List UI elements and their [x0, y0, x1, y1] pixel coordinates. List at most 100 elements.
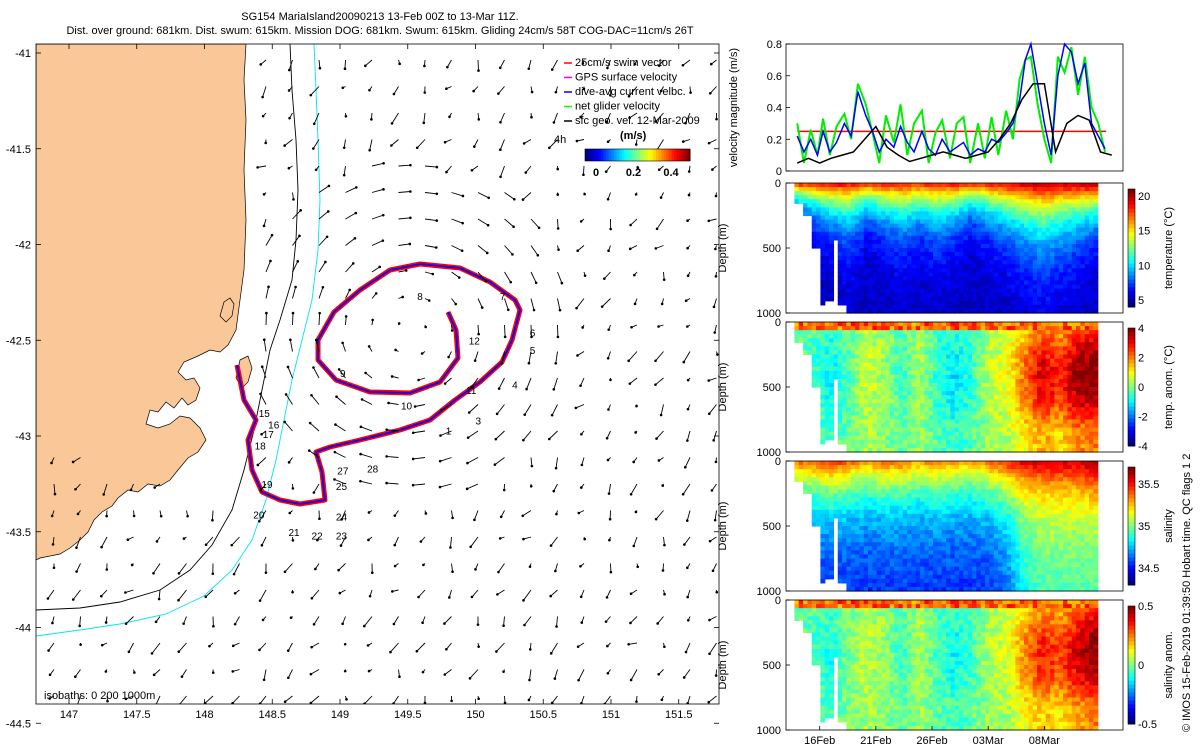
section-cell: [868, 354, 874, 360]
section-cell: [998, 211, 1004, 217]
velocity-arrow-head: [580, 432, 583, 436]
velocity-arrow-head: [530, 464, 534, 468]
velocity-arrow-shaft: [311, 642, 320, 648]
section-cell: [1076, 292, 1081, 298]
section-cell: [837, 280, 843, 286]
velocity-arrow-shaft: [530, 245, 539, 256]
section-cell: [842, 370, 848, 376]
velocity-arrow-head: [470, 595, 474, 599]
section-cell: [941, 195, 947, 200]
section-cell: [911, 280, 917, 286]
section-cell: [902, 248, 908, 253]
section-cell: [933, 399, 939, 404]
velocity-arrow-head: [230, 543, 234, 547]
section-cell: [924, 272, 930, 278]
section-cell: [1084, 183, 1090, 188]
section-cell: [980, 223, 986, 229]
section-cell: [915, 235, 921, 241]
section-cell: [889, 219, 895, 225]
section-cell: [902, 391, 908, 396]
waypoint-label: 10: [401, 401, 413, 412]
section-cell: [985, 243, 991, 249]
velocity-arrow-head: [259, 488, 263, 492]
section-cell: [937, 292, 943, 298]
section-cell: [1015, 235, 1021, 241]
velocity-arrow: [470, 589, 479, 599]
section-cell: [976, 272, 982, 278]
velocity-arrow: [289, 338, 293, 352]
section-cell: [794, 187, 800, 192]
section-cell: [963, 362, 969, 368]
colorbar-unit: (m/s): [620, 130, 647, 142]
section-cell: [924, 366, 930, 372]
velocity-arrow: [472, 86, 479, 93]
section-cell: [972, 199, 978, 204]
section-cell: [885, 215, 891, 221]
section-cell: [941, 395, 947, 400]
waypoint-label: 4: [512, 380, 518, 391]
velocity-arrow: [258, 589, 267, 602]
section-cell: [855, 296, 861, 302]
section-cell: [889, 447, 895, 453]
section-y-tick-label: 1000: [757, 308, 781, 320]
velocity-arrow: [548, 139, 558, 150]
section-cell: [1045, 304, 1051, 310]
section-cell: [1002, 195, 1008, 200]
velocity-arrow-shaft: [343, 165, 346, 176]
section-cell: [824, 407, 830, 412]
section-cell: [1084, 243, 1090, 249]
velocity-arrow: [529, 483, 533, 488]
section-cell: [820, 191, 826, 196]
section-cell: [989, 304, 995, 310]
geostrophic-velocity-field: [46, 59, 719, 704]
section-cell: [1093, 288, 1099, 294]
section-cell: [924, 288, 930, 294]
section-cell: [1041, 268, 1047, 273]
velocity-arrow-head: [534, 281, 538, 285]
section-cell: [972, 292, 978, 298]
section-cell: [898, 330, 904, 335]
velocity-arrow: [309, 695, 320, 704]
section-cell: [998, 248, 1004, 253]
section-cell: [872, 203, 878, 208]
section-cell: [898, 223, 904, 229]
velocity-arrow: [177, 642, 187, 653]
section-cell: [954, 338, 960, 343]
section-cell: [898, 403, 904, 408]
section-cell: [816, 370, 822, 376]
section-cell: [1037, 207, 1042, 213]
section-cell: [959, 227, 965, 233]
section-cell: [850, 203, 856, 208]
velocity-arrow-shaft: [444, 669, 452, 675]
velocity-arrow-head: [716, 353, 719, 356]
section-cell: [989, 187, 995, 192]
section-cell: [1076, 308, 1081, 314]
velocity-arrow-head: [500, 361, 504, 365]
section-cell: [1019, 183, 1025, 188]
velocity-arrow: [502, 669, 505, 673]
section-cell: [846, 447, 852, 453]
section-cell: [954, 300, 960, 306]
section-cell: [1093, 227, 1099, 233]
section-cell: [889, 191, 895, 196]
section-cell: [881, 374, 887, 380]
velocity-arrow-head: [270, 233, 274, 237]
section-cell: [863, 280, 869, 286]
section-cell: [1063, 215, 1068, 221]
section-cell: [842, 399, 848, 404]
section-cell: [889, 370, 895, 376]
section-cell: [933, 326, 939, 331]
velocity-arrow: [230, 536, 240, 547]
velocity-arrow: [609, 218, 612, 231]
velocity-arrow: [424, 298, 431, 302]
section-cell: [915, 215, 921, 221]
section-cell: [863, 235, 869, 241]
section-cell: [803, 350, 809, 356]
section-cell: [898, 256, 904, 261]
section-cell: [928, 387, 934, 392]
section-cell: [820, 391, 826, 396]
section-cell: [924, 256, 930, 261]
section-cell: [816, 235, 822, 241]
section-cell: [959, 346, 965, 352]
velocity-arrow-head: [497, 570, 500, 574]
